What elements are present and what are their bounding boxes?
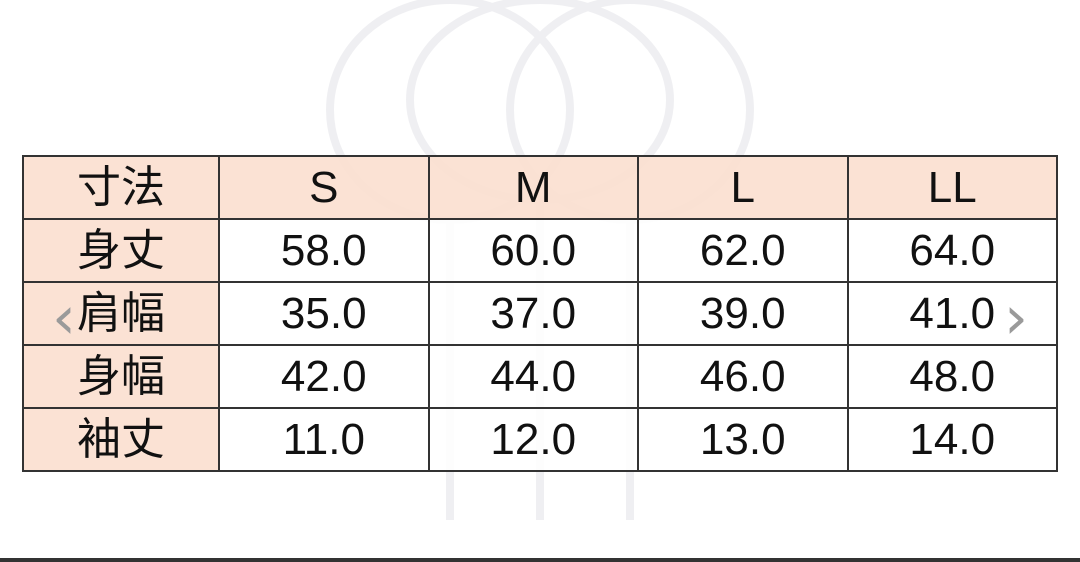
row-label: 肩幅: [22, 281, 220, 346]
table-row: 身幅 42.0 44.0 46.0 48.0: [22, 344, 1058, 409]
table-header-row: 寸法 S M L LL: [22, 155, 1058, 220]
table-row: 肩幅 35.0 37.0 39.0 41.0: [22, 281, 1058, 346]
table-cell: 62.0: [637, 218, 849, 283]
row-label: 袖丈: [22, 407, 220, 472]
table-cell: 39.0: [637, 281, 849, 346]
table-cell: 12.0: [427, 407, 639, 472]
header-cell: M: [427, 155, 639, 220]
table-cell: 37.0: [427, 281, 639, 346]
size-chart-table: 寸法 S M L LL 身丈 58.0 60.0 62.0 64.0 肩幅 35…: [22, 155, 1058, 472]
bottom-divider: [0, 558, 1080, 562]
table-cell: 58.0: [218, 218, 430, 283]
table-cell: 41.0: [846, 281, 1058, 346]
table-cell: 35.0: [218, 281, 430, 346]
row-label: 身丈: [22, 218, 220, 283]
header-cell: L: [637, 155, 849, 220]
table-cell: 13.0: [637, 407, 849, 472]
header-cell: LL: [846, 155, 1058, 220]
table-cell: 42.0: [218, 344, 430, 409]
table-cell: 64.0: [846, 218, 1058, 283]
chevron-left-icon[interactable]: ‹: [52, 283, 76, 353]
table-cell: 11.0: [218, 407, 430, 472]
table-cell: 46.0: [637, 344, 849, 409]
chevron-right-icon[interactable]: ›: [1004, 283, 1028, 353]
table-row: 袖丈 11.0 12.0 13.0 14.0: [22, 407, 1058, 472]
table-cell: 44.0: [427, 344, 639, 409]
header-cell: S: [218, 155, 430, 220]
table-cell: 48.0: [846, 344, 1058, 409]
table-row: 身丈 58.0 60.0 62.0 64.0: [22, 218, 1058, 283]
table-cell: 60.0: [427, 218, 639, 283]
header-cell: 寸法: [22, 155, 220, 220]
table-cell: 14.0: [846, 407, 1058, 472]
row-label: 身幅: [22, 344, 220, 409]
